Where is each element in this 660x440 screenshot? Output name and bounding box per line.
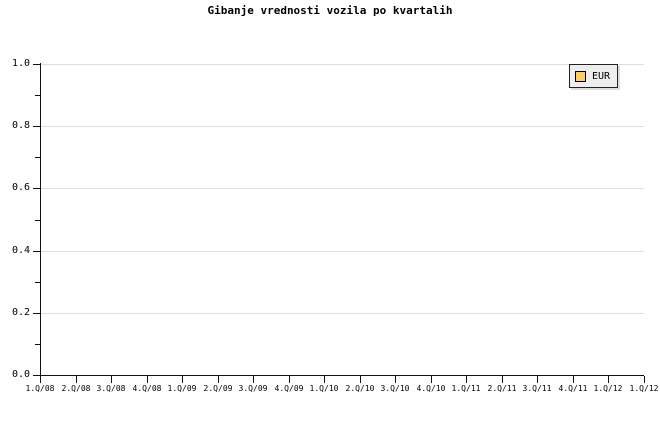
x-axis-tick — [360, 376, 361, 383]
x-axis-tick — [253, 376, 254, 383]
gridline — [40, 312, 644, 314]
x-axis-tick-label: 1.Q/08 — [25, 384, 55, 393]
gridline — [40, 64, 644, 65]
x-axis-tick — [644, 376, 645, 383]
x-axis-tick — [147, 376, 148, 383]
y-axis-tick — [33, 126, 41, 128]
x-axis-tick — [40, 376, 41, 383]
x-axis-line — [40, 375, 644, 376]
y-axis-tick — [33, 312, 41, 314]
x-axis-tick — [608, 376, 609, 383]
y-axis-minor-tick — [35, 219, 41, 221]
x-axis-tick-label: 2.Q/08 — [61, 384, 91, 393]
x-axis-tick-label: 2.Q/09 — [203, 384, 233, 393]
x-axis-tick — [466, 376, 467, 383]
y-axis-tick — [33, 188, 41, 190]
x-axis-tick-label: 1.Q/10 — [309, 384, 339, 393]
x-axis-tick — [395, 376, 396, 383]
y-axis-tick-label: 0.0 — [11, 369, 30, 380]
x-axis-tick-label: 2.Q/11 — [487, 384, 517, 393]
x-axis-tick-label: 4.Q/09 — [274, 384, 304, 393]
chart-legend[interactable]: EUR — [569, 64, 619, 88]
x-axis-tick — [502, 376, 503, 383]
y-axis-tick-label: 0.6 — [11, 182, 30, 194]
gridline — [40, 188, 644, 190]
y-axis-minor-tick — [35, 95, 41, 97]
legend-label-eur: EUR — [592, 70, 611, 82]
legend-swatch-eur-icon — [575, 70, 586, 82]
x-axis-tick — [573, 376, 574, 383]
y-axis-tick-label: 0.2 — [11, 306, 30, 318]
x-axis-tick-label: 2.Q/10 — [345, 384, 375, 393]
y-axis-tick — [33, 64, 41, 65]
x-axis-tick — [431, 376, 432, 383]
y-axis-tick — [33, 375, 41, 376]
x-axis-tick — [289, 376, 290, 383]
x-axis-tick-label: 4.Q/10 — [416, 384, 446, 393]
y-axis-minor-tick — [35, 343, 41, 345]
y-axis-tick-label: 1.0 — [11, 58, 30, 69]
x-axis-tick-label: 4.Q/08 — [132, 384, 162, 393]
x-axis-tick-label: 3.Q/09 — [238, 384, 268, 393]
plot-area — [40, 64, 644, 375]
x-axis-tick — [324, 376, 325, 383]
y-axis-tick-label: 0.4 — [11, 244, 30, 256]
x-axis-tick — [537, 376, 538, 383]
chart-title: Gibanje vrednosti vozila po kvartalih — [207, 4, 453, 17]
x-axis-tick-label: 3.Q/10 — [380, 384, 410, 393]
y-axis-tick-label: 0.8 — [11, 120, 30, 132]
x-axis-tick-label: 1.Q/12 — [629, 384, 659, 393]
x-axis-tick-label: 1.Q/11 — [451, 384, 481, 393]
gridline — [40, 126, 644, 128]
x-axis-tick-label: 1.Q/12 — [593, 384, 623, 393]
x-axis-tick-label: 3.Q/11 — [522, 384, 552, 393]
x-axis-tick — [111, 376, 112, 383]
x-axis-tick — [182, 376, 183, 383]
x-axis-tick-label: 1.Q/09 — [167, 384, 197, 393]
gridline — [40, 250, 644, 252]
x-axis-tick — [76, 376, 77, 383]
y-axis-minor-tick — [35, 157, 41, 159]
y-axis-tick — [33, 250, 41, 252]
x-axis-tick — [218, 376, 219, 383]
x-axis-tick-label: 3.Q/08 — [96, 384, 126, 393]
y-axis-minor-tick — [35, 281, 41, 283]
x-axis-tick-label: 4.Q/11 — [558, 384, 588, 393]
